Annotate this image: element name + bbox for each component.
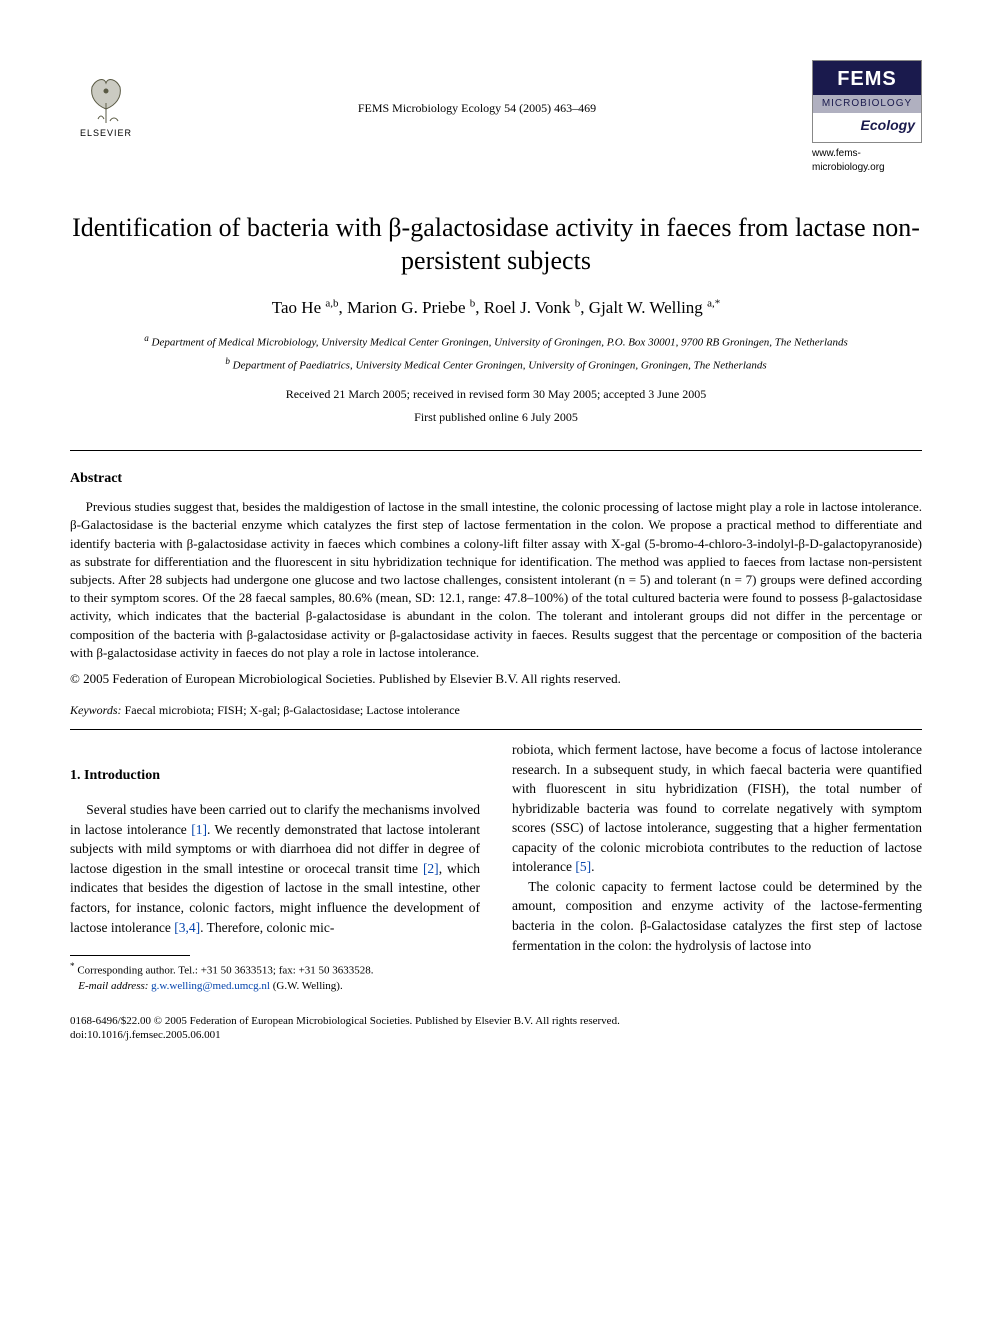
citation-3-4[interactable]: [3,4]	[174, 920, 200, 935]
email-label: E-mail address:	[78, 980, 148, 992]
footer-doi: doi:10.1016/j.femsec.2005.06.001	[70, 1028, 922, 1043]
footer-line-1: 0168-6496/$22.00 © 2005 Federation of Eu…	[70, 1014, 922, 1029]
citation-5[interactable]: [5]	[575, 859, 591, 874]
elsevier-label: ELSEVIER	[80, 127, 132, 140]
rule-top	[70, 450, 922, 451]
author-2: Marion G. Priebe	[347, 298, 470, 317]
article-title: Identification of bacteria with β-galact…	[70, 211, 922, 279]
two-column-body: 1. Introduction Several studies have bee…	[70, 740, 922, 994]
keywords-text: Faecal microbiota; FISH; X-gal; β-Galact…	[125, 703, 460, 717]
introduction-section: 1. Introduction Several studies have bee…	[70, 740, 922, 994]
affiliation-a: a Department of Medical Microbiology, Un…	[70, 332, 922, 351]
abstract-heading: Abstract	[70, 469, 922, 489]
corresponding-author-footnote: * Corresponding author. Tel.: +31 50 363…	[70, 960, 480, 993]
fems-logo-box: FEMS MICROBIOLOGY Ecology	[812, 60, 922, 143]
journal-reference: FEMS Microbiology Ecology 54 (2005) 463–…	[142, 60, 812, 117]
elsevier-logo: ELSEVIER	[70, 60, 142, 140]
intro-paragraph-1: Several studies have been carried out to…	[70, 800, 480, 937]
article-dates: Received 21 March 2005; received in revi…	[70, 386, 922, 403]
footnote-separator	[70, 955, 190, 956]
corresponding-email-link[interactable]: g.w.welling@med.umcg.nl	[151, 980, 270, 992]
author-4: Gjalt W. Welling	[589, 298, 707, 317]
fems-logo-top: FEMS	[813, 61, 921, 95]
author-3: Roel J. Vonk	[484, 298, 575, 317]
fems-url: www.fems-microbiology.org	[812, 147, 922, 175]
authors-line: Tao He a,b, Marion G. Priebe b, Roel J. …	[70, 296, 922, 320]
author-1: Tao He	[272, 298, 326, 317]
intro-paragraph-2: robiota, which ferment lactose, have bec…	[512, 740, 922, 877]
page-footer-copyright: 0168-6496/$22.00 © 2005 Federation of Eu…	[70, 1014, 922, 1044]
intro-heading: 1. Introduction	[70, 766, 480, 786]
author-1-aff: a,b	[325, 298, 338, 310]
author-4-aff: a,*	[707, 298, 720, 310]
fems-logo-block: FEMS MICROBIOLOGY Ecology www.fems-micro…	[812, 60, 922, 175]
intro-paragraph-3: The colonic capacity to ferment lactose …	[512, 877, 922, 955]
abstract-copyright: © 2005 Federation of European Microbiolo…	[70, 670, 922, 688]
fems-logo-bot: Ecology	[813, 113, 921, 142]
affiliation-b: b Department of Paediatrics, University …	[70, 355, 922, 374]
citation-1[interactable]: [1]	[191, 822, 207, 837]
fems-logo-mid: MICROBIOLOGY	[813, 95, 921, 113]
elsevier-tree-icon	[76, 69, 136, 125]
rule-bottom	[70, 729, 922, 730]
page-header: ELSEVIER FEMS Microbiology Ecology 54 (2…	[70, 60, 922, 175]
citation-2[interactable]: [2]	[423, 861, 439, 876]
keywords-label: Keywords:	[70, 703, 122, 717]
first-published-online: First published online 6 July 2005	[70, 409, 922, 426]
keywords-line: Keywords: Faecal microbiota; FISH; X-gal…	[70, 702, 922, 719]
abstract-body: Previous studies suggest that, besides t…	[70, 498, 922, 662]
